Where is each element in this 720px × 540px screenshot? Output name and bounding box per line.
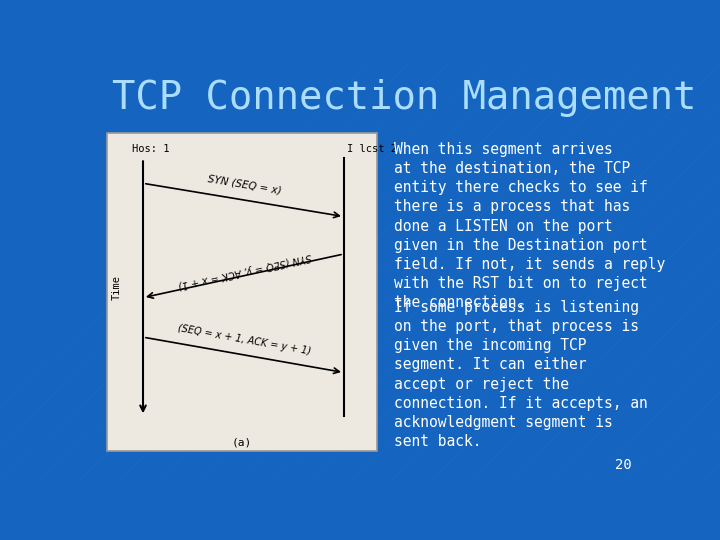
Text: I lcst 2: I lcst 2 xyxy=(347,144,397,154)
Text: SYN (SEQ = y, ACK = x + 1): SYN (SEQ = y, ACK = x + 1) xyxy=(177,251,312,290)
Text: (a): (a) xyxy=(232,437,252,447)
Text: (SEQ = x + 1, ACK = y + 1): (SEQ = x + 1, ACK = y + 1) xyxy=(177,323,312,356)
Text: 20: 20 xyxy=(614,458,631,472)
Text: SYN (SEQ = x): SYN (SEQ = x) xyxy=(207,173,282,195)
Text: When this segment arrives
at the destination, the TCP
entity there checks to see: When this segment arrives at the destina… xyxy=(394,141,665,310)
Text: If some process is listening
on the port, that process is
given the incoming TCP: If some process is listening on the port… xyxy=(394,300,648,449)
Text: Time: Time xyxy=(112,275,122,300)
Text: TCP Connection Management: TCP Connection Management xyxy=(112,79,697,117)
Text: Hos: 1: Hos: 1 xyxy=(132,144,169,154)
Bar xyxy=(107,133,377,451)
